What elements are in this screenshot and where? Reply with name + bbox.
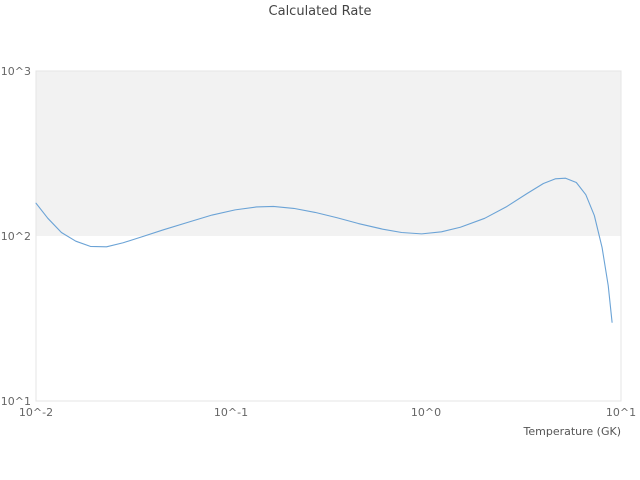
x-tick-label: 10^0 (411, 406, 441, 419)
y-tick-label: 10^1 (1, 395, 31, 408)
x-tick-label: 10^-1 (214, 406, 248, 419)
chart-title: Calculated Rate (268, 4, 372, 19)
x-axis-label: Temperature (GK) (523, 425, 622, 438)
y-tick-label: 10^2 (1, 230, 31, 243)
x-tick-label: 10^1 (606, 406, 636, 419)
x-tick-label: 10^-2 (19, 406, 53, 419)
y-tick-label: 10^3 (1, 65, 31, 78)
plot-border (35, 70, 622, 402)
shaded-decade-band (36, 71, 621, 236)
rate-curve (35, 177, 613, 323)
